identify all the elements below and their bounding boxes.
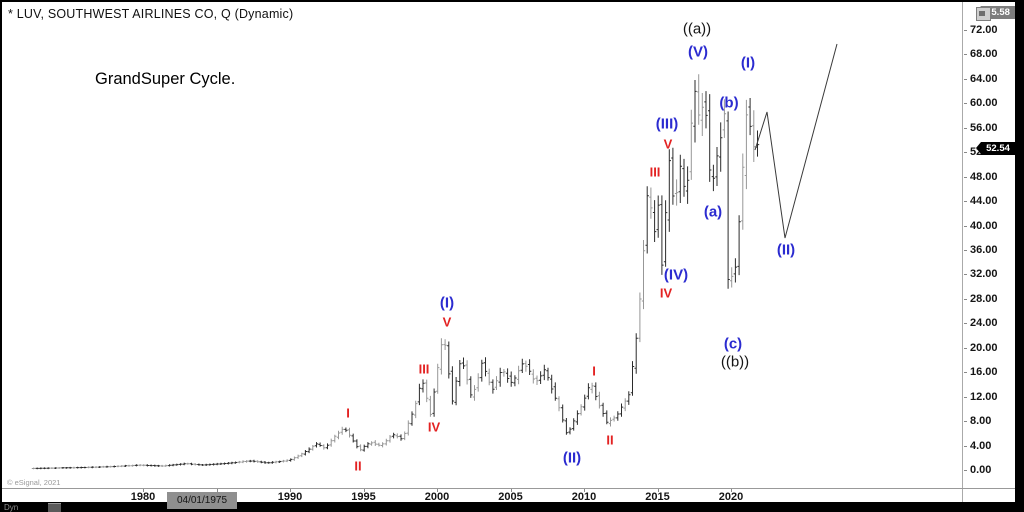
status-bar-icon[interactable] xyxy=(48,503,61,512)
y-axis-tick xyxy=(964,127,967,129)
x-axis-label: 1980 xyxy=(130,491,156,503)
dynamic-mode-button[interactable]: Dyn xyxy=(4,503,19,512)
y-axis-tick xyxy=(964,54,967,56)
x-axis-tick xyxy=(290,488,291,492)
wave-label[interactable]: (a) xyxy=(703,203,723,221)
y-axis-tick xyxy=(964,298,967,300)
x-axis-tick xyxy=(437,488,438,492)
wave-label[interactable]: (III) xyxy=(655,115,679,133)
y-axis-tick xyxy=(964,372,967,374)
wave-label[interactable]: ((a)) xyxy=(682,20,712,38)
y-axis-label: 64.00 xyxy=(970,72,998,85)
y-axis-tick xyxy=(964,30,967,31)
y-axis-tick xyxy=(964,445,967,447)
y-axis-tick xyxy=(964,78,967,80)
wave-label[interactable]: I xyxy=(592,363,596,379)
wave-label[interactable]: (b) xyxy=(719,94,739,112)
y-axis-label: 48.00 xyxy=(970,170,998,183)
wave-label[interactable]: (II) xyxy=(776,241,796,259)
y-axis-label: 16.00 xyxy=(970,366,998,379)
wave-label[interactable]: (II) xyxy=(562,449,582,467)
wave-label[interactable]: IV xyxy=(659,285,673,301)
y-axis-tick xyxy=(964,176,967,178)
wave-label[interactable]: ((b)) xyxy=(720,353,750,371)
wave-label[interactable]: (c) xyxy=(723,335,743,353)
wave-label[interactable]: IV xyxy=(427,419,441,435)
wave-label[interactable]: V xyxy=(663,136,673,152)
y-axis-tick xyxy=(964,421,967,423)
y-axis-tick xyxy=(964,152,967,154)
y-axis-tick xyxy=(964,225,967,227)
y-axis-tick xyxy=(964,347,967,349)
status-bar xyxy=(0,502,1024,512)
first-bar-date-badge: 04/01/1975 xyxy=(167,492,237,509)
y-axis-label: 28.00 xyxy=(970,292,998,305)
wave-label[interactable]: III xyxy=(418,361,430,377)
y-axis-tick xyxy=(964,274,967,276)
x-axis-tick xyxy=(731,488,732,492)
x-axis-label: 2000 xyxy=(424,491,450,503)
wave-label[interactable]: II xyxy=(606,432,614,448)
y-axis-label: 32.00 xyxy=(970,268,998,281)
wave-label[interactable]: V xyxy=(442,314,452,330)
x-axis-tick xyxy=(510,488,512,492)
wave-label[interactable]: I xyxy=(346,405,350,421)
x-axis-label: 1995 xyxy=(351,491,376,503)
y-axis-tick xyxy=(964,396,967,398)
y-axis-separator xyxy=(962,2,963,502)
x-axis-line xyxy=(2,488,1015,489)
x-axis-label: 2015 xyxy=(645,491,670,503)
x-axis-tick xyxy=(657,488,659,492)
y-axis-label: 40.00 xyxy=(970,219,998,232)
y-axis-label: 56.00 xyxy=(970,121,998,134)
wave-label[interactable]: (I) xyxy=(740,54,756,72)
wave-label[interactable]: (V) xyxy=(688,43,708,61)
ohlc-bars xyxy=(31,74,756,470)
y-axis-label: 20.00 xyxy=(970,341,998,354)
window-restore-icon[interactable] xyxy=(976,7,991,21)
y-axis-label: 24.00 xyxy=(970,317,998,330)
x-axis-tick xyxy=(584,488,585,492)
y-axis-label: 60.00 xyxy=(970,97,998,110)
x-axis-label: 2010 xyxy=(571,491,597,503)
y-axis-label: 36.00 xyxy=(970,244,998,256)
window-border-left xyxy=(0,0,2,512)
y-axis-label: 72.00 xyxy=(970,24,998,36)
x-axis-label: 2005 xyxy=(498,491,523,503)
y-axis-label: 68.00 xyxy=(970,48,998,61)
x-axis-tick xyxy=(143,488,144,492)
window-border-top xyxy=(0,0,1024,2)
y-axis-tick xyxy=(964,323,967,325)
y-axis-tick xyxy=(964,103,967,105)
last-price-badge: 52.54 xyxy=(976,142,1015,156)
wave-label[interactable]: II xyxy=(354,458,362,474)
y-axis-label: 44.00 xyxy=(970,195,998,208)
forecast-line xyxy=(754,43,838,239)
y-axis-label: 12.00 xyxy=(970,390,998,403)
copyright-text: © eSignal, 2021 xyxy=(7,478,61,487)
analyst-note[interactable]: GrandSuper Cycle. xyxy=(95,70,236,88)
wave-label[interactable]: (IV) xyxy=(663,266,689,284)
y-axis-label: 8.00 xyxy=(970,415,992,428)
y-axis-label: 0.00 xyxy=(970,464,992,476)
x-axis-tick xyxy=(363,488,365,492)
x-axis-tick xyxy=(216,488,218,492)
badge-arrow-icon xyxy=(976,142,981,155)
y-axis-label: 4.00 xyxy=(970,439,992,452)
chart-title: * LUV, SOUTHWEST AIRLINES CO, Q (Dynamic… xyxy=(8,7,294,21)
y-axis-tick xyxy=(964,250,967,251)
y-axis-tick xyxy=(964,201,967,203)
ohlc-bars xyxy=(35,80,760,470)
window-border-right xyxy=(1015,0,1024,512)
wave-label[interactable]: (I) xyxy=(439,294,455,312)
x-axis-label: 2020 xyxy=(718,491,744,503)
x-axis-label: 1990 xyxy=(277,491,303,503)
wave-label[interactable]: III xyxy=(649,164,661,180)
y-axis-tick xyxy=(964,470,967,471)
